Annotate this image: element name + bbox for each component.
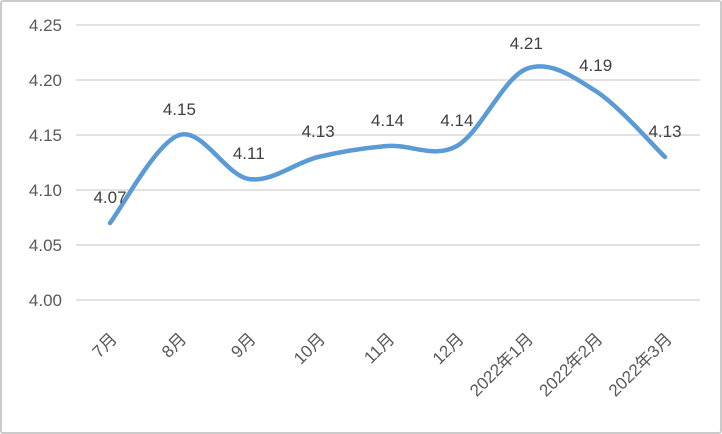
data-label: 4.21 [510, 34, 543, 53]
y-axis-tick-label: 4.00 [29, 291, 62, 310]
data-label: 4.13 [302, 122, 335, 141]
x-axis-tick-label: 10月 [290, 329, 329, 368]
y-axis-tick-label: 4.05 [29, 236, 62, 255]
x-axis-tick-label: 7月 [89, 329, 121, 361]
data-label: 4.11 [233, 144, 265, 163]
data-label: 4.14 [440, 111, 473, 130]
y-axis-tick-label: 4.25 [29, 16, 62, 35]
x-axis-tick-label: 9月 [227, 329, 259, 361]
data-label: 4.13 [648, 122, 681, 141]
x-axis-tick-label: 8月 [158, 329, 190, 361]
x-axis-tick-label: 2022年2月 [536, 329, 607, 400]
y-axis-tick-label: 4.10 [29, 181, 62, 200]
y-axis-tick-label: 4.20 [29, 71, 62, 90]
x-axis-tick-label: 2022年3月 [605, 329, 676, 400]
x-axis-tick-label: 2022年1月 [466, 329, 537, 400]
data-label: 4.14 [371, 111, 404, 130]
data-label: 4.15 [163, 100, 196, 119]
series-line [107, 64, 668, 226]
data-label: 4.07 [93, 188, 126, 207]
data-label: 4.19 [579, 56, 612, 75]
x-axis-tick-label: 11月 [360, 329, 398, 367]
x-axis-tick-label: 12月 [429, 329, 468, 368]
y-axis-tick-label: 4.15 [29, 126, 62, 145]
